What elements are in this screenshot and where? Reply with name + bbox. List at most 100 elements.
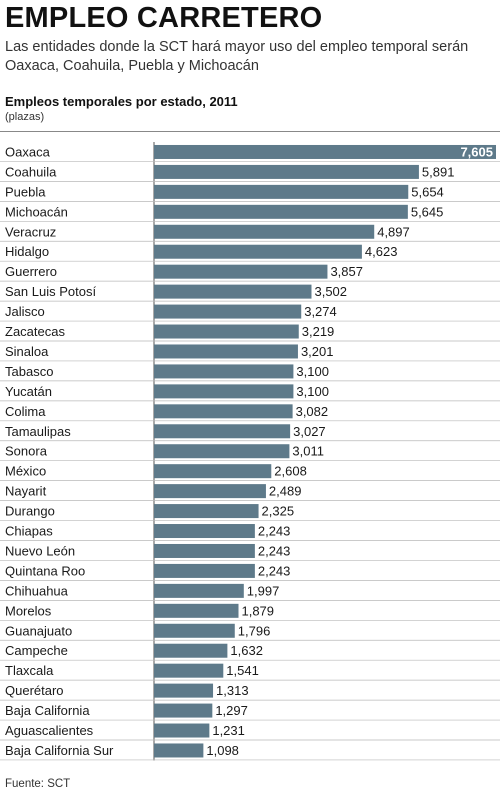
bar xyxy=(154,304,302,319)
category-label: Campeche xyxy=(5,643,68,658)
value-label: 5,891 xyxy=(422,164,455,179)
category-label: Jalisco xyxy=(5,304,45,319)
category-label: Guanajuato xyxy=(5,623,72,638)
value-label: 3,027 xyxy=(293,424,326,439)
category-label: Yucatán xyxy=(5,384,52,399)
bar xyxy=(154,623,235,638)
category-label: Puebla xyxy=(5,184,46,199)
bar-chart: Oaxaca 7,605 Coahuila 5,891 Puebla 5,654 Micho… xyxy=(0,142,500,761)
value-label: 4,623 xyxy=(365,244,398,259)
category-label: Nuevo León xyxy=(5,543,75,558)
category-label: Oaxaca xyxy=(5,144,51,159)
category-label: Quintana Roo xyxy=(5,563,85,578)
category-label: Tlaxcala xyxy=(5,663,54,678)
bar xyxy=(154,424,291,439)
bar xyxy=(154,543,255,558)
category-label: Chiapas xyxy=(5,524,53,539)
category-label: Sinaloa xyxy=(5,344,49,359)
bar xyxy=(154,164,419,179)
value-label: 2,608 xyxy=(274,464,307,479)
bar xyxy=(154,464,272,479)
value-label: 1,632 xyxy=(230,643,263,658)
bar xyxy=(154,663,224,678)
bar xyxy=(154,484,266,499)
value-label: 1,997 xyxy=(247,583,280,598)
bar xyxy=(154,683,214,698)
value-label: 2,243 xyxy=(258,524,291,539)
value-label: 3,502 xyxy=(314,284,347,299)
value-label: 1,297 xyxy=(215,703,248,718)
bar xyxy=(154,643,228,658)
category-label: Chihuahua xyxy=(5,583,69,598)
bar xyxy=(154,563,255,578)
page-title: EMPLEO CARRETERO xyxy=(5,2,323,34)
bar xyxy=(154,144,496,159)
bar xyxy=(154,244,362,259)
value-label: 2,325 xyxy=(262,504,295,519)
bar xyxy=(154,603,239,618)
header-rule xyxy=(0,131,500,132)
bar xyxy=(154,444,290,459)
value-label: 5,645 xyxy=(411,204,444,219)
chart-title: Empleos temporales por estado, 2011 xyxy=(5,94,238,109)
category-label: San Luis Potosí xyxy=(5,284,96,299)
value-label: 4,897 xyxy=(377,224,410,239)
value-label: 3,011 xyxy=(292,444,324,459)
category-label: Morelos xyxy=(5,603,52,618)
value-label: 7,605 xyxy=(460,144,493,159)
value-label: 3,219 xyxy=(302,324,335,339)
source-note: Fuente: SCT xyxy=(5,778,71,790)
page-subtitle: Las entidades donde la SCT hará mayor us… xyxy=(5,39,469,74)
bar xyxy=(154,743,204,758)
value-label: 3,274 xyxy=(304,304,337,319)
bar xyxy=(154,184,409,199)
category-label: Hidalgo xyxy=(5,244,49,259)
value-label: 3,100 xyxy=(296,384,329,399)
bar xyxy=(154,384,294,399)
category-label: Sonora xyxy=(5,444,48,459)
bar xyxy=(154,264,328,279)
bar xyxy=(154,284,312,299)
value-label: 3,201 xyxy=(301,344,334,359)
category-label: Colima xyxy=(5,404,46,419)
value-label: 3,082 xyxy=(296,404,329,419)
category-label: Michoacán xyxy=(5,204,68,219)
bar xyxy=(154,324,299,339)
value-label: 2,489 xyxy=(269,484,302,499)
bar xyxy=(154,224,375,239)
category-label: Baja California Sur xyxy=(5,743,114,758)
value-label: 1,231 xyxy=(212,723,245,738)
category-label: Tabasco xyxy=(5,364,53,379)
value-label: 3,100 xyxy=(296,364,329,379)
category-label: Veracruz xyxy=(5,224,56,239)
value-label: 5,654 xyxy=(411,184,444,199)
value-label: 2,243 xyxy=(258,543,291,558)
category-label: Durango xyxy=(5,504,55,519)
bar xyxy=(154,404,293,419)
value-label: 1,541 xyxy=(226,663,259,678)
chart-unit: (plazas) xyxy=(5,111,45,123)
bar xyxy=(154,524,255,539)
category-label: Guerrero xyxy=(5,264,57,279)
bar xyxy=(154,504,259,519)
bar xyxy=(154,204,408,219)
category-label: Querétaro xyxy=(5,683,64,698)
bar xyxy=(154,583,244,598)
value-label: 2,243 xyxy=(258,563,291,578)
category-label: Baja California xyxy=(5,703,90,718)
category-label: Nayarit xyxy=(5,484,47,499)
value-label: 3,857 xyxy=(330,264,363,279)
value-label: 1,098 xyxy=(206,743,239,758)
bar xyxy=(154,344,298,359)
category-label: Zacatecas xyxy=(5,324,65,339)
category-label: Aguascalientes xyxy=(5,723,94,738)
value-label: 1,796 xyxy=(238,623,271,638)
bar xyxy=(154,723,210,738)
category-label: Tamaulipas xyxy=(5,424,71,439)
bar xyxy=(154,364,294,379)
category-label: Coahuila xyxy=(5,164,57,179)
value-label: 1,879 xyxy=(241,603,274,618)
category-label: México xyxy=(5,464,46,479)
value-label: 1,313 xyxy=(216,683,249,698)
bar xyxy=(154,703,213,718)
